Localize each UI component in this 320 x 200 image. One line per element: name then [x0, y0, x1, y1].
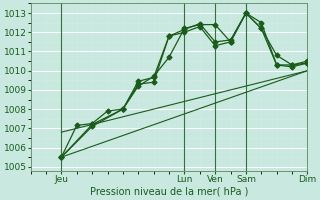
X-axis label: Pression niveau de la mer( hPa ): Pression niveau de la mer( hPa ) — [90, 187, 248, 197]
